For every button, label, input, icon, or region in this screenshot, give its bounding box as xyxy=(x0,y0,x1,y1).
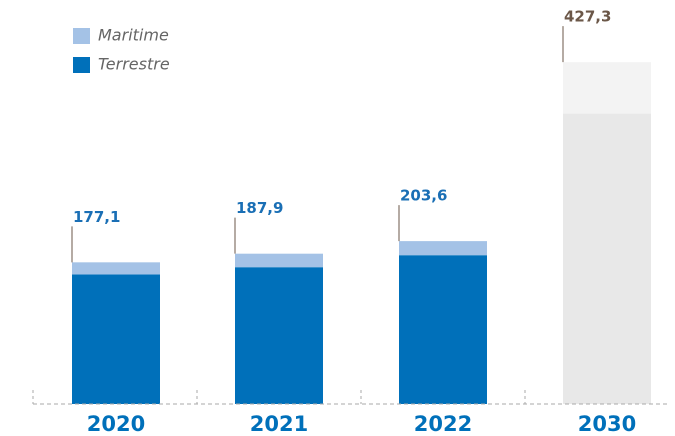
bar-segment xyxy=(399,241,487,256)
bar-segment xyxy=(399,255,487,404)
legend-swatch xyxy=(73,28,90,44)
bar-segment xyxy=(235,253,323,268)
bar-segment xyxy=(72,274,160,404)
bar-segment xyxy=(563,113,651,404)
x-tick-label: 2030 xyxy=(578,412,636,436)
bar-segment xyxy=(235,267,323,404)
legend-label: Maritime xyxy=(98,26,169,45)
total-label: 187,9 xyxy=(236,199,283,217)
x-tick-label: 2021 xyxy=(250,412,308,436)
bar-segment xyxy=(72,262,160,275)
x-tick-label: 2022 xyxy=(414,412,472,436)
total-label: 427,3 xyxy=(564,8,611,26)
bar-segment xyxy=(563,62,651,114)
total-label: 203,6 xyxy=(400,187,447,205)
legend-swatch xyxy=(73,57,90,73)
total-label: 177,1 xyxy=(73,208,120,226)
legend-label: Terrestre xyxy=(98,55,170,74)
x-tick-label: 2020 xyxy=(87,412,145,436)
